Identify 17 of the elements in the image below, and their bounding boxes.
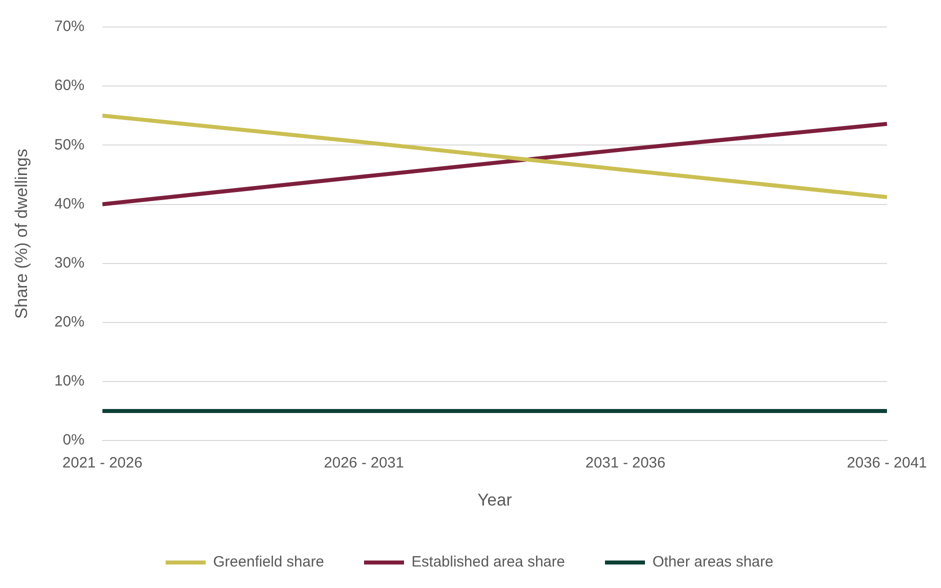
- x-tick-label: 2026 - 2031: [324, 454, 404, 472]
- y-axis-title: Share (%) of dwellings: [12, 148, 31, 319]
- y-tick-label: 0%: [62, 432, 84, 449]
- y-tick-label: 40%: [54, 195, 84, 212]
- x-axis-title: Year: [478, 490, 512, 510]
- legend-label: Greenfield share: [213, 554, 324, 571]
- x-tick-label: 2021 - 2026: [62, 454, 142, 472]
- y-tick-label: 10%: [54, 372, 84, 390]
- y-tick-label: 60%: [54, 77, 84, 94]
- legend-label: Other areas share: [652, 554, 774, 571]
- y-tick-label: 70%: [54, 18, 84, 36]
- x-tick-label: 2036 - 2041: [846, 454, 928, 472]
- y-tick-label: 20%: [54, 314, 84, 331]
- legend-label: Established area share: [412, 554, 565, 571]
- y-tick-label: 50%: [54, 136, 84, 154]
- x-tick-label: 2031 - 2036: [585, 454, 666, 472]
- y-tick-label: 30%: [54, 254, 84, 272]
